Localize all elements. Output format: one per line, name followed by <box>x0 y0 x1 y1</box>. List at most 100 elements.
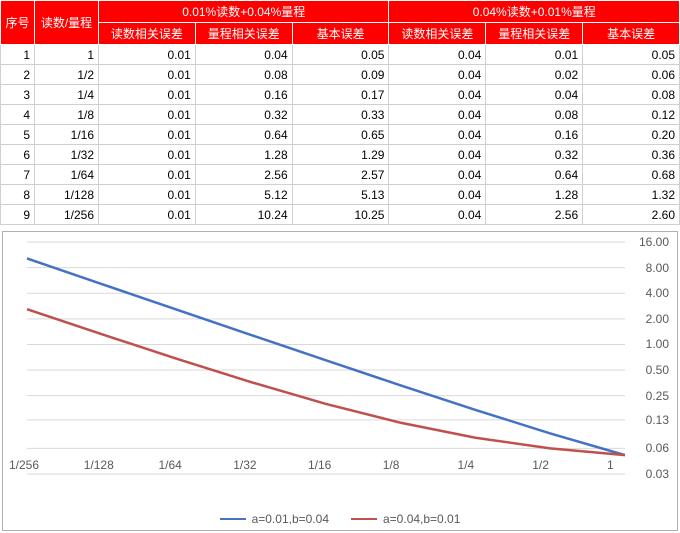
cell: 0.01 <box>99 205 196 225</box>
y-tick-label: 0.13 <box>646 413 669 427</box>
cell: 0.08 <box>195 65 292 85</box>
th-group2: 0.04%读数+0.01%量程 <box>389 1 680 23</box>
cell: 0.32 <box>486 145 583 165</box>
cell: 0.06 <box>583 65 680 85</box>
cell: 2 <box>1 65 35 85</box>
cell: 0.02 <box>486 65 583 85</box>
cell: 2.57 <box>292 165 389 185</box>
th-g1-b: 量程相关误差 <box>195 23 292 45</box>
cell: 0.04 <box>389 65 486 85</box>
table-row: 41/80.010.320.330.040.080.12 <box>1 105 680 125</box>
cell: 0.12 <box>583 105 680 125</box>
table-row: 51/160.010.640.650.040.160.20 <box>1 125 680 145</box>
th-g2-e: 量程相关误差 <box>486 23 583 45</box>
y-tick-label: 8.00 <box>646 261 669 275</box>
cell: 0.01 <box>99 185 196 205</box>
cell: 0.01 <box>486 45 583 65</box>
cell: 0.01 <box>99 105 196 125</box>
th-g1-c: 基本误差 <box>292 23 389 45</box>
y-tick-label: 0.25 <box>646 389 669 403</box>
cell: 1/8 <box>35 105 99 125</box>
cell: 1 <box>35 45 99 65</box>
cell: 10.25 <box>292 205 389 225</box>
cell: 1/4 <box>35 85 99 105</box>
cell: 1/128 <box>35 185 99 205</box>
x-tick-label: 1/256 <box>9 458 49 472</box>
error-table: 序号 读数/量程 0.01%读数+0.04%量程 0.04%读数+0.01%量程… <box>0 0 680 225</box>
cell: 2.60 <box>583 205 680 225</box>
table-row: 91/2560.0110.2410.250.042.562.60 <box>1 205 680 225</box>
cell: 0.04 <box>389 185 486 205</box>
cell: 1.28 <box>195 145 292 165</box>
cell: 0.65 <box>292 125 389 145</box>
y-tick-label: 4.00 <box>646 286 669 300</box>
cell: 1.32 <box>583 185 680 205</box>
y-tick-label: 0.06 <box>646 441 669 455</box>
y-tick-label: 0.50 <box>646 363 669 377</box>
cell: 0.04 <box>389 85 486 105</box>
y-tick-label: 0.03 <box>646 467 669 481</box>
th-ratio: 读数/量程 <box>35 1 99 45</box>
th-group1: 0.01%读数+0.04%量程 <box>99 1 389 23</box>
th-g1-a: 读数相关误差 <box>99 23 196 45</box>
cell: 0.09 <box>292 65 389 85</box>
legend-swatch <box>351 518 377 520</box>
th-index: 序号 <box>1 1 35 45</box>
cell: 0.33 <box>292 105 389 125</box>
chart-legend: a=0.01,b=0.04 a=0.04,b=0.01 <box>3 512 677 526</box>
cell: 0.08 <box>583 85 680 105</box>
cell: 0.04 <box>389 45 486 65</box>
cell: 0.68 <box>583 165 680 185</box>
x-tick-label: 1/8 <box>383 458 423 472</box>
table-row: 81/1280.015.125.130.041.281.32 <box>1 185 680 205</box>
cell: 0.16 <box>195 85 292 105</box>
legend-item: a=0.04,b=0.01 <box>351 512 460 526</box>
cell: 0.01 <box>99 65 196 85</box>
cell: 0.04 <box>389 205 486 225</box>
x-tick-label: 1/128 <box>84 458 124 472</box>
cell: 9 <box>1 205 35 225</box>
cell: 1 <box>1 45 35 65</box>
x-tick-label: 1/64 <box>159 458 199 472</box>
legend-swatch <box>220 518 246 520</box>
cell: 0.32 <box>195 105 292 125</box>
cell: 0.36 <box>583 145 680 165</box>
cell: 0.04 <box>195 45 292 65</box>
cell: 8 <box>1 185 35 205</box>
cell: 5 <box>1 125 35 145</box>
table-row: 21/20.010.080.090.040.020.06 <box>1 65 680 85</box>
cell: 0.01 <box>99 125 196 145</box>
table-row: 71/640.012.562.570.040.640.68 <box>1 165 680 185</box>
cell: 4 <box>1 105 35 125</box>
y-tick-label: 16.00 <box>639 235 669 249</box>
cell: 0.01 <box>99 45 196 65</box>
cell: 1.29 <box>292 145 389 165</box>
cell: 1/64 <box>35 165 99 185</box>
cell: 0.01 <box>99 145 196 165</box>
cell: 0.04 <box>389 165 486 185</box>
cell: 0.08 <box>486 105 583 125</box>
cell: 2.56 <box>195 165 292 185</box>
cell: 1/16 <box>35 125 99 145</box>
cell: 0.20 <box>583 125 680 145</box>
th-g2-d: 读数相关误差 <box>389 23 486 45</box>
cell: 1/256 <box>35 205 99 225</box>
legend-item: a=0.01,b=0.04 <box>220 512 329 526</box>
cell: 1/32 <box>35 145 99 165</box>
cell: 0.04 <box>389 145 486 165</box>
cell: 1.28 <box>486 185 583 205</box>
x-tick-label: 1/2 <box>532 458 572 472</box>
cell: 0.01 <box>99 165 196 185</box>
cell: 0.05 <box>292 45 389 65</box>
cell: 5.13 <box>292 185 389 205</box>
legend-label: a=0.01,b=0.04 <box>252 512 329 526</box>
cell: 6 <box>1 145 35 165</box>
cell: 0.16 <box>486 125 583 145</box>
cell: 0.17 <box>292 85 389 105</box>
cell: 3 <box>1 85 35 105</box>
x-tick-label: 1/32 <box>233 458 273 472</box>
cell: 0.64 <box>195 125 292 145</box>
y-tick-label: 1.00 <box>646 337 669 351</box>
cell: 0.04 <box>389 105 486 125</box>
cell: 1/2 <box>35 65 99 85</box>
